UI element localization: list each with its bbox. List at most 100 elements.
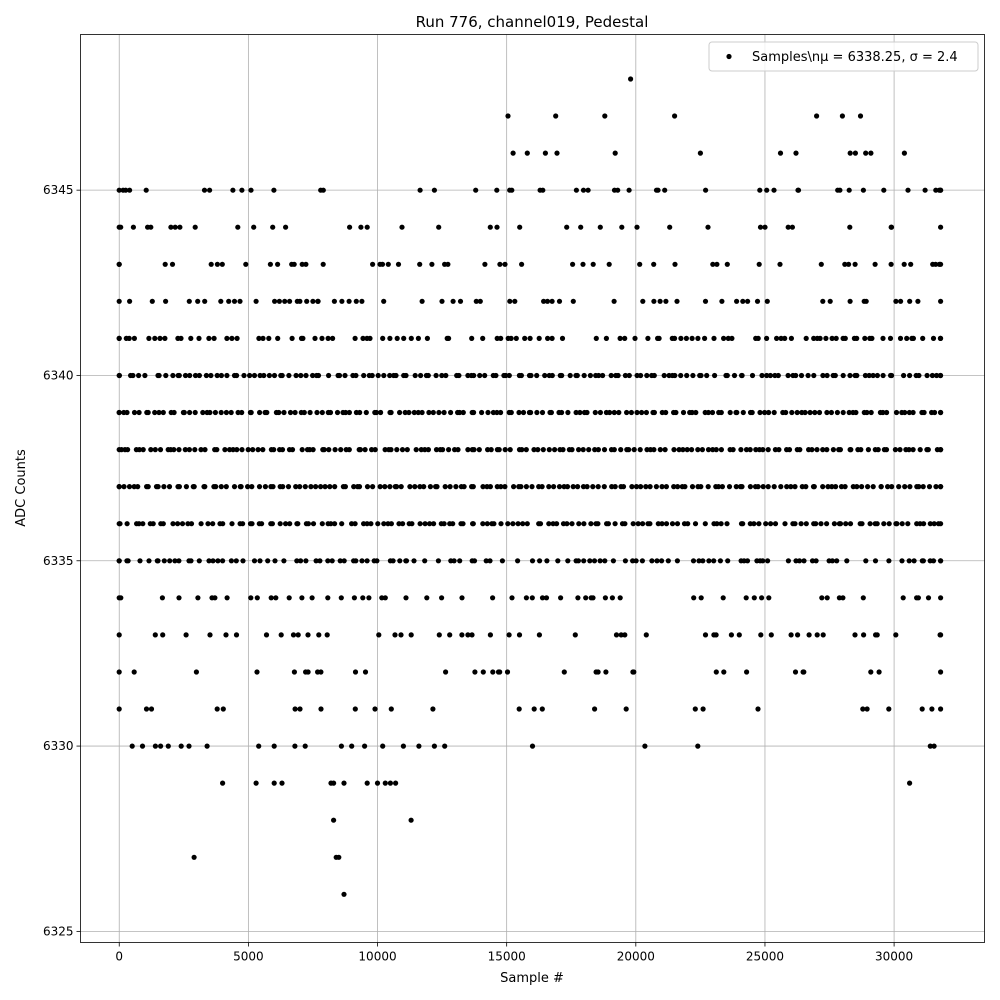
data-point — [726, 484, 733, 490]
data-point — [490, 595, 496, 601]
data-point — [321, 447, 327, 453]
data-point — [341, 891, 347, 897]
data-point — [380, 743, 386, 749]
data-point — [443, 372, 449, 379]
data-point — [168, 224, 174, 230]
data-point — [824, 595, 830, 601]
data-point — [214, 706, 220, 712]
data-point — [116, 224, 122, 230]
data-point — [881, 187, 887, 193]
data-point — [785, 224, 791, 230]
data-point — [630, 521, 636, 527]
data-point — [889, 372, 895, 379]
data-point — [766, 409, 772, 416]
data-point — [796, 558, 803, 564]
data-point — [536, 632, 543, 638]
data-point — [222, 447, 228, 453]
data-point — [640, 298, 646, 304]
data-point — [358, 224, 364, 230]
data-point — [875, 447, 881, 453]
data-point — [743, 595, 749, 601]
data-point — [811, 484, 817, 490]
data-point — [398, 484, 404, 490]
data-point — [210, 521, 216, 527]
data-point — [663, 484, 670, 490]
data-point — [291, 261, 297, 267]
data-point — [690, 558, 697, 564]
data-point — [632, 335, 638, 341]
data-point — [643, 484, 649, 490]
data-point — [494, 187, 500, 193]
data-point — [611, 298, 617, 304]
data-point — [553, 113, 559, 119]
data-point — [447, 484, 453, 490]
data-point — [219, 261, 225, 267]
data-point — [539, 409, 546, 416]
data-point — [382, 595, 388, 601]
data-point — [465, 632, 471, 638]
data-point — [493, 372, 499, 379]
data-point — [672, 335, 678, 341]
data-point — [643, 632, 649, 638]
legend-label: Samples\nμ = 6338.25, σ = 2.4 — [752, 50, 958, 65]
data-point — [718, 409, 724, 416]
data-point — [591, 558, 598, 564]
data-point — [863, 150, 869, 156]
data-point — [626, 187, 632, 193]
data-point — [705, 484, 711, 490]
data-point — [809, 447, 815, 453]
data-point — [263, 632, 270, 638]
data-point — [631, 447, 637, 453]
data-point — [559, 409, 565, 416]
data-point — [377, 484, 383, 490]
data-point — [470, 484, 476, 490]
data-point — [374, 558, 380, 564]
data-point — [152, 447, 158, 453]
data-point — [498, 484, 504, 490]
data-point — [508, 335, 514, 341]
data-point — [569, 447, 575, 453]
data-point — [896, 484, 902, 490]
data-point — [465, 447, 471, 453]
data-point — [848, 447, 854, 453]
data-point — [235, 409, 241, 416]
data-point — [932, 409, 938, 416]
data-point — [228, 558, 234, 564]
data-point — [689, 409, 695, 416]
data-point — [234, 447, 240, 453]
data-point — [451, 558, 457, 564]
data-point — [130, 224, 136, 230]
data-point — [602, 558, 608, 564]
y-tick-label: 6345 — [43, 183, 74, 197]
data-point — [651, 261, 657, 267]
data-point — [765, 558, 771, 564]
data-point — [611, 409, 617, 416]
data-point — [931, 521, 937, 527]
data-point — [633, 558, 639, 564]
data-point — [842, 261, 848, 267]
data-point — [637, 261, 643, 267]
data-point — [279, 447, 286, 453]
data-point — [564, 224, 570, 230]
data-point — [231, 484, 238, 490]
data-point — [602, 595, 609, 601]
data-point — [357, 447, 363, 453]
data-point — [771, 484, 777, 490]
data-point — [260, 447, 266, 453]
data-point — [622, 335, 628, 341]
data-point — [876, 669, 882, 675]
data-point — [788, 484, 794, 490]
data-point — [920, 484, 926, 490]
data-point — [295, 521, 301, 527]
data-point — [388, 706, 394, 712]
data-point — [897, 335, 904, 341]
data-point — [186, 743, 192, 749]
data-point — [325, 558, 331, 564]
data-point — [516, 409, 522, 416]
data-point — [698, 372, 704, 379]
data-point — [351, 595, 357, 601]
data-point — [229, 335, 235, 341]
data-point — [823, 335, 829, 341]
data-point — [901, 261, 907, 267]
data-point — [519, 447, 525, 453]
